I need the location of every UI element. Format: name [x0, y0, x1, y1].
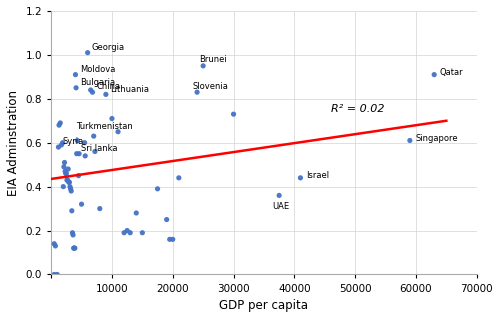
Point	[58, 140, 66, 145]
Point	[162, 217, 170, 222]
Point	[84, 50, 92, 55]
Text: Bulgaria: Bulgaria	[80, 78, 116, 87]
Text: Turkmenistan: Turkmenistan	[76, 122, 132, 131]
Text: Singapore: Singapore	[416, 134, 458, 143]
Point	[58, 142, 66, 147]
Point	[60, 160, 68, 165]
Point	[69, 232, 77, 237]
Point	[86, 87, 94, 93]
Point	[65, 180, 73, 185]
Text: Brunei: Brunei	[199, 55, 226, 64]
Y-axis label: EIA Adminstration: EIA Adminstration	[7, 90, 20, 196]
Text: R² = 0.02: R² = 0.02	[331, 104, 384, 114]
Point	[102, 92, 110, 97]
Point	[54, 145, 62, 150]
Point	[132, 211, 140, 216]
Point	[68, 230, 76, 235]
Point	[70, 246, 78, 251]
Text: Georgia: Georgia	[92, 43, 125, 52]
Point	[199, 63, 207, 68]
Point	[169, 237, 177, 242]
Point	[50, 272, 58, 277]
Point	[64, 167, 72, 172]
Text: Slovenia: Slovenia	[193, 82, 229, 92]
Point	[62, 171, 70, 176]
Point	[66, 180, 74, 185]
Point	[55, 122, 63, 128]
Point	[193, 90, 201, 95]
X-axis label: GDP per capita: GDP per capita	[220, 299, 308, 312]
Text: UAE: UAE	[272, 202, 289, 211]
Text: Syria: Syria	[62, 137, 84, 146]
Point	[230, 112, 237, 117]
Point	[63, 177, 71, 182]
Point	[70, 246, 78, 251]
Point	[138, 230, 146, 235]
Point	[96, 206, 104, 211]
Text: China: China	[96, 82, 121, 92]
Point	[175, 175, 183, 181]
Point	[72, 151, 80, 156]
Point	[68, 208, 76, 213]
Point	[275, 193, 283, 198]
Point	[430, 72, 438, 77]
Point	[120, 230, 128, 235]
Text: Qatar: Qatar	[440, 68, 464, 77]
Text: Sri lanka: Sri lanka	[81, 144, 118, 153]
Point	[66, 184, 74, 189]
Point	[52, 243, 60, 249]
Point	[56, 120, 64, 125]
Point	[91, 149, 99, 154]
Point	[126, 230, 134, 235]
Point	[166, 237, 173, 242]
Point	[154, 186, 162, 191]
Point	[75, 151, 83, 156]
Point	[108, 116, 116, 121]
Point	[66, 186, 74, 191]
Point	[72, 85, 80, 90]
Text: Moldova: Moldova	[80, 65, 115, 74]
Point	[90, 134, 98, 139]
Point	[61, 169, 69, 174]
Text: Lithuania: Lithuania	[110, 85, 149, 93]
Point	[296, 175, 304, 181]
Point	[80, 140, 88, 145]
Point	[123, 228, 131, 233]
Point	[81, 153, 89, 159]
Point	[74, 173, 82, 178]
Text: Israel: Israel	[306, 171, 329, 180]
Point	[62, 171, 70, 176]
Point	[74, 138, 82, 143]
Point	[64, 177, 72, 182]
Point	[406, 138, 414, 143]
Point	[72, 72, 80, 77]
Point	[67, 189, 75, 194]
Point	[53, 272, 61, 277]
Point	[78, 202, 86, 207]
Point	[60, 164, 68, 169]
Point	[60, 184, 68, 189]
Point	[50, 241, 58, 246]
Point	[71, 246, 79, 251]
Point	[114, 129, 122, 134]
Point	[88, 90, 96, 95]
